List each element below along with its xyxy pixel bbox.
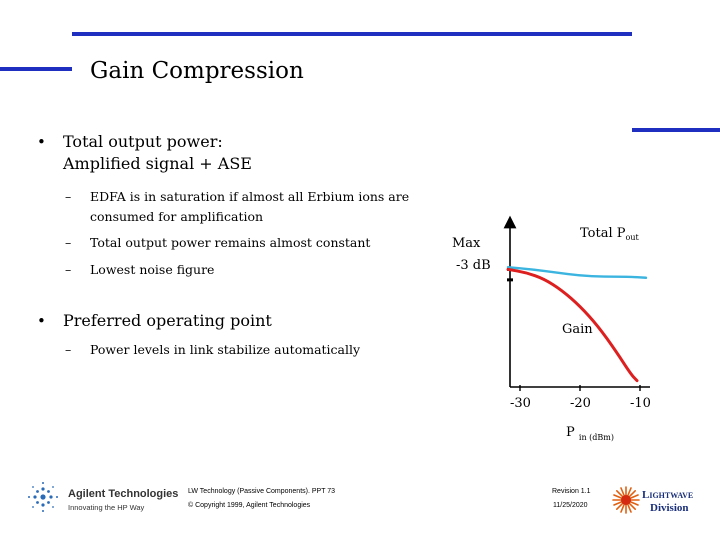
bullet-text-line2: Amplified signal + ASE <box>63 154 252 173</box>
series-name-sub: out <box>625 233 639 242</box>
division-line1: Lightwave <box>642 489 694 501</box>
series-name: Total P <box>580 226 626 241</box>
bullet-text: Total output power: <box>63 132 223 151</box>
logo-text: Agilent Technologies <box>68 488 179 500</box>
left-accent-bar <box>0 67 72 71</box>
right-accent-bar <box>632 128 720 132</box>
subbullet-text: Total output power remains almost consta… <box>90 235 371 250</box>
subbullet-text: EDFA is in saturation if almost all Erbi… <box>90 189 410 204</box>
top-accent-bar <box>72 32 632 36</box>
starburst-icon <box>612 486 640 514</box>
x-axis-label-main: P <box>566 425 575 440</box>
gain-compression-chart <box>503 215 650 391</box>
subbullet-item: – Lowest noise figure <box>65 259 410 281</box>
series-label-gain: Gain <box>562 322 593 337</box>
logo-tagline: Innovating the HP Way <box>68 503 145 512</box>
slide-title: Gain Compression <box>90 58 304 84</box>
subbullet-item: – Power levels in link stabilize automat… <box>65 339 410 361</box>
lightwave-division-logo: Lightwave Division <box>612 484 702 518</box>
subbullet-item: – Total output power remains almost cons… <box>65 232 410 254</box>
series-line-total-pout <box>506 266 648 279</box>
footer-revision: Revision 1.1 <box>552 488 591 495</box>
y-marker-3db: -3 dB <box>456 258 491 273</box>
subbullet-dash: – <box>65 189 72 204</box>
subbullet-text: Lowest noise figure <box>90 262 215 277</box>
subbullet-dash: – <box>65 235 72 250</box>
bullet-text: Preferred operating point <box>63 311 272 330</box>
bullet-dot: • <box>37 312 46 330</box>
subbullet-text-line2: consumed for amplification <box>90 209 264 224</box>
bullet-item: • Total output power: Amplified signal +… <box>37 131 383 175</box>
subbullet-item: – EDFA is in saturation if almost all Er… <box>65 186 410 228</box>
x-tick-label: -10 <box>630 396 651 411</box>
y-marker-max: Max <box>452 236 481 251</box>
series-line-gain <box>506 267 639 383</box>
subbullet-dash: – <box>65 342 72 357</box>
agilent-spark-icon <box>28 482 58 512</box>
x-tick-label: -30 <box>510 396 531 411</box>
agilent-logo: Agilent Technologies Innovating the HP W… <box>24 478 178 518</box>
footer-doc-line2: © Copyright 1999, Agilent Technologies <box>188 502 311 509</box>
bullet-item: • Preferred operating point <box>37 310 383 332</box>
footer-date: 11/25/2020 <box>553 502 588 509</box>
x-axis-label: P in (dBm) <box>566 425 614 442</box>
division-line2: Division <box>650 502 689 514</box>
bullet-dot: • <box>37 133 46 151</box>
footer-doc-line1: LW Technology (Passive Components). PPT … <box>188 488 336 495</box>
subbullet-text: Power levels in link stabilize automatic… <box>90 342 361 357</box>
x-tick-label: -20 <box>570 396 591 411</box>
subbullet-dash: – <box>65 262 72 277</box>
series-label-total-pout: Total Pout <box>580 226 639 242</box>
x-axis-label-sub: in (dBm) <box>578 433 614 442</box>
